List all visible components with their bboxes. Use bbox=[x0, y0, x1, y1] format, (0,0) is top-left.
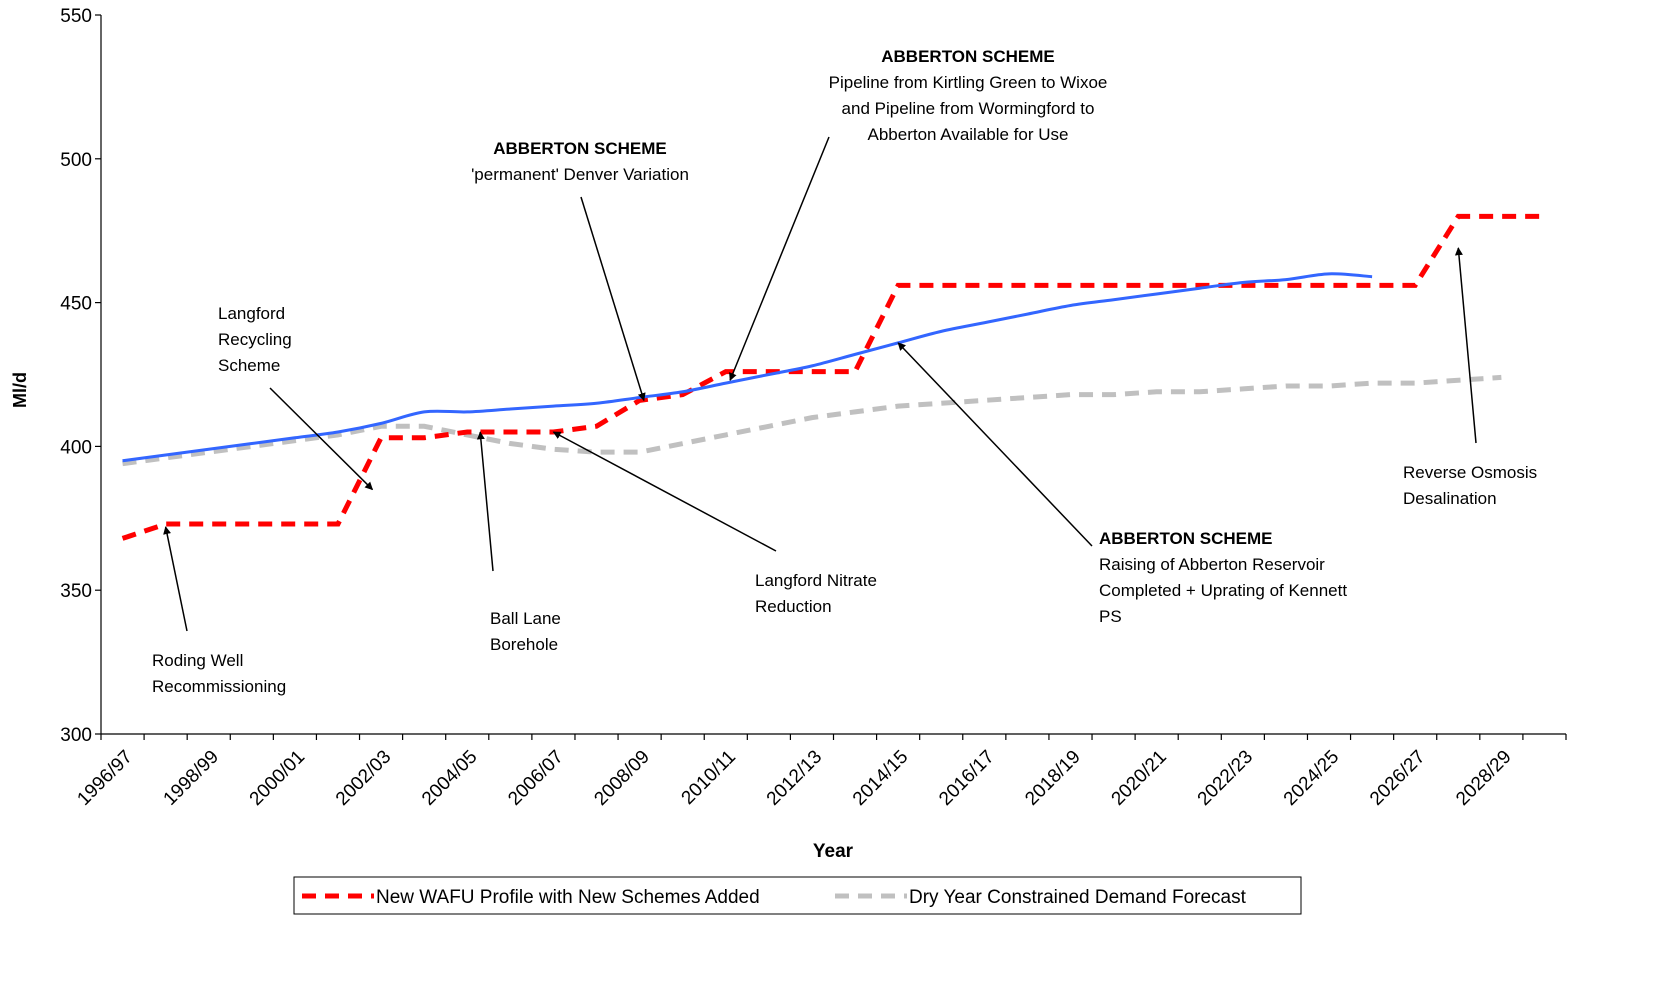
annotation-2: Ball Lane Borehole bbox=[476, 431, 561, 654]
series-layer bbox=[121, 213, 1545, 541]
x-tick-label: 2008/09 bbox=[590, 746, 653, 809]
x-tick-label: 2018/19 bbox=[1021, 746, 1084, 809]
annotation-1: Langford Recycling Scheme bbox=[218, 304, 374, 491]
x-tick-label: 2012/13 bbox=[763, 746, 826, 809]
x-tick-label: 2006/07 bbox=[504, 746, 567, 809]
annotation-4: ABBERTON SCHEME 'permanent' Denver Variat… bbox=[471, 139, 689, 402]
series-line bbox=[122, 374, 1502, 467]
annotation-heading: ABBERTON SCHEME bbox=[881, 47, 1054, 66]
x-tick-label: 1996/97 bbox=[73, 746, 136, 809]
y-tick-label: 300 bbox=[60, 725, 92, 746]
annotation-text: Langford bbox=[218, 304, 285, 323]
y-tick-label: 500 bbox=[60, 150, 92, 171]
annotation-text: Reduction bbox=[755, 597, 832, 616]
series-2 bbox=[122, 272, 1373, 463]
x-tick-label: 2002/03 bbox=[332, 746, 395, 809]
annotation-text: Completed + Uprating of Kennett bbox=[1099, 581, 1347, 600]
annotation-0: Roding Well Recommissioning bbox=[152, 526, 286, 696]
x-tick-label: 2000/01 bbox=[246, 746, 309, 809]
annotation-7: Reverse Osmosis Desalination bbox=[1403, 247, 1537, 508]
x-tick-label: 2004/05 bbox=[418, 746, 481, 809]
annotation-text: and Pipeline from Wormingford to bbox=[842, 99, 1095, 118]
annotation-text: Reverse Osmosis bbox=[1403, 463, 1537, 482]
annotation-text: Ball Lane bbox=[490, 609, 561, 628]
legend-box bbox=[293, 876, 1302, 915]
legend-label-wafu: New WAFU Profile with New Schemes Added bbox=[376, 887, 760, 908]
annotation-text: Pipeline from Kirtling Green to Wixoe bbox=[829, 73, 1108, 92]
legend-label-demand: Dry Year Constrained Demand Forecast bbox=[909, 887, 1247, 908]
annotation-text: Raising of Abberton Reservoir bbox=[1099, 555, 1325, 574]
annotation-text: Abberton Available for Use bbox=[868, 125, 1069, 144]
annotation-arrow bbox=[476, 431, 494, 572]
x-tick-label: 2026/27 bbox=[1366, 746, 1429, 809]
y-tick-label: 350 bbox=[60, 581, 92, 602]
annotation-heading: ABBERTON SCHEME bbox=[493, 139, 666, 158]
annotation-heading: ABBERTON SCHEME bbox=[1099, 529, 1272, 548]
x-axis-title: Year bbox=[813, 841, 854, 862]
annotation-arrow bbox=[552, 431, 777, 552]
x-tick-label: 2022/23 bbox=[1194, 746, 1257, 809]
series-0 bbox=[121, 213, 1545, 541]
annotation-text: Roding Well bbox=[152, 651, 243, 670]
y-tick-label: 400 bbox=[60, 437, 92, 458]
annotation-3: Langford Nitrate Reduction bbox=[552, 431, 877, 616]
annotation-text: Recycling bbox=[218, 330, 292, 349]
x-tick-label: 2010/11 bbox=[678, 746, 740, 808]
x-tick-label: 2024/25 bbox=[1280, 746, 1343, 809]
x-tick-label: 1998/99 bbox=[160, 746, 223, 809]
y-tick-label: 450 bbox=[60, 294, 92, 315]
x-tick-label: 2020/21 bbox=[1108, 746, 1171, 809]
annotation-arrow bbox=[580, 196, 646, 402]
x-tick-label: 2016/17 bbox=[935, 746, 998, 809]
annotation-5: ABBERTON SCHEME Pipeline from Kirtling Gr… bbox=[729, 47, 1108, 381]
annotation-text: 'permanent' Denver Variation bbox=[471, 165, 689, 184]
annotation-text: PS bbox=[1099, 607, 1122, 626]
annotation-arrow bbox=[163, 526, 188, 632]
y-axis-title: Ml/d bbox=[10, 372, 30, 408]
annotation-layer: Roding Well Recommissioning Langford Recycl… bbox=[152, 47, 1537, 696]
x-tick-label: 2014/15 bbox=[849, 746, 912, 809]
series-line bbox=[121, 213, 1545, 541]
annotation-text: Langford Nitrate bbox=[755, 571, 877, 590]
x-tick-label: 2028/29 bbox=[1452, 746, 1515, 809]
annotation-text: Desalination bbox=[1403, 489, 1497, 508]
series-1 bbox=[122, 374, 1502, 467]
annotation-text: Scheme bbox=[218, 356, 280, 375]
legend: New WAFU Profile with New Schemes Added … bbox=[293, 876, 1302, 915]
annotation-arrow bbox=[269, 387, 374, 491]
y-tick-label: 550 bbox=[60, 6, 92, 27]
annotation-arrow bbox=[897, 342, 1093, 547]
annotation-text: Borehole bbox=[490, 635, 558, 654]
annotation-6: ABBERTON SCHEME Raising of Abberton Reser… bbox=[897, 342, 1347, 626]
annotation-text: Recommissioning bbox=[152, 677, 286, 696]
annotation-arrow bbox=[1454, 247, 1477, 444]
series-line bbox=[122, 272, 1373, 463]
annotation-arrow bbox=[729, 136, 830, 381]
